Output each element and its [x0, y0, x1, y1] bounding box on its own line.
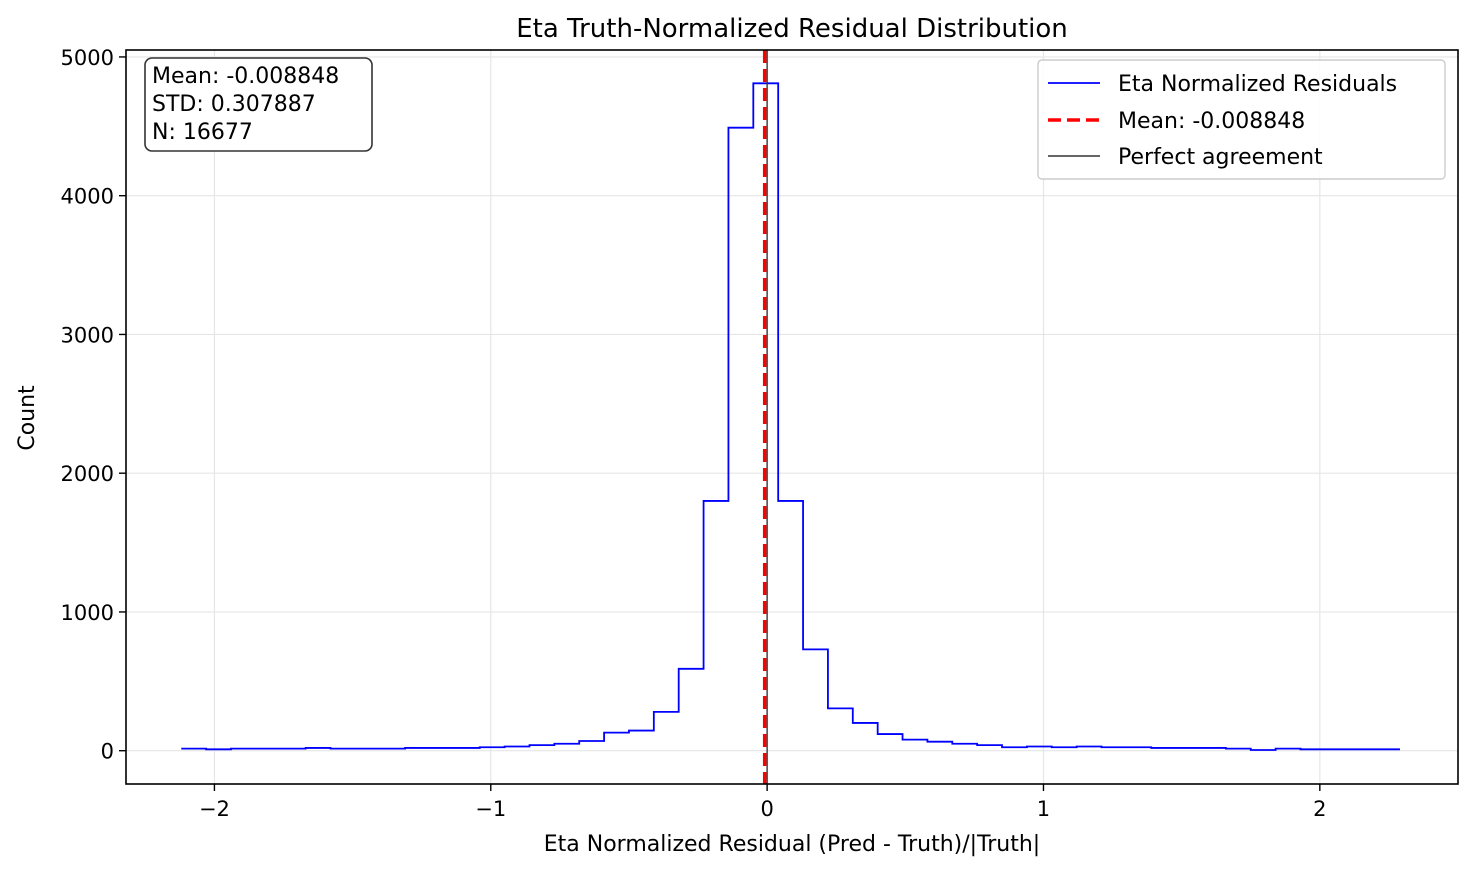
chart-title: Eta Truth-Normalized Residual Distributi… — [516, 14, 1068, 44]
y-tick-label: 0 — [101, 740, 114, 764]
legend-label-residuals: Eta Normalized Residuals — [1118, 72, 1397, 97]
plot-area — [181, 50, 1400, 784]
x-tick-label: 0 — [760, 797, 773, 821]
x-tick-label: 2 — [1313, 797, 1326, 821]
y-tick-label: 2000 — [61, 462, 114, 486]
x-tick-label: 1 — [1037, 797, 1050, 821]
axes-frame — [125, 49, 1459, 785]
stats-box: Mean: -0.008848 STD: 0.307887 N: 16677 — [144, 57, 373, 152]
y-tick-label: 3000 — [61, 323, 114, 347]
y-axis-label: Count — [15, 385, 40, 451]
y-tick-label: 4000 — [61, 185, 114, 209]
x-tick-label: −1 — [475, 797, 506, 821]
legend-frame — [1037, 59, 1446, 180]
legend-label-mean: Mean: -0.008848 — [1118, 109, 1305, 134]
y-tick-label: 1000 — [61, 601, 114, 625]
histogram-step-line — [181, 82, 1400, 751]
x-axis-ticks: −2 −1 0 1 2 — [199, 784, 1327, 821]
x-axis-label: Eta Normalized Residual (Pred - Truth)/|… — [544, 832, 1040, 857]
legend-label-perfect: Perfect agreement — [1118, 145, 1323, 170]
stats-box-frame — [144, 57, 373, 152]
stats-count: N: 16677 — [152, 120, 253, 145]
legend: Eta Normalized Residuals Mean: -0.008848… — [1037, 59, 1446, 180]
stats-mean: Mean: -0.008848 — [152, 64, 339, 89]
stats-std: STD: 0.307887 — [152, 92, 316, 117]
y-tick-label: 5000 — [61, 46, 114, 70]
y-axis-ticks: 0 1000 2000 3000 4000 5000 — [61, 46, 126, 764]
x-tick-label: −2 — [199, 797, 230, 821]
